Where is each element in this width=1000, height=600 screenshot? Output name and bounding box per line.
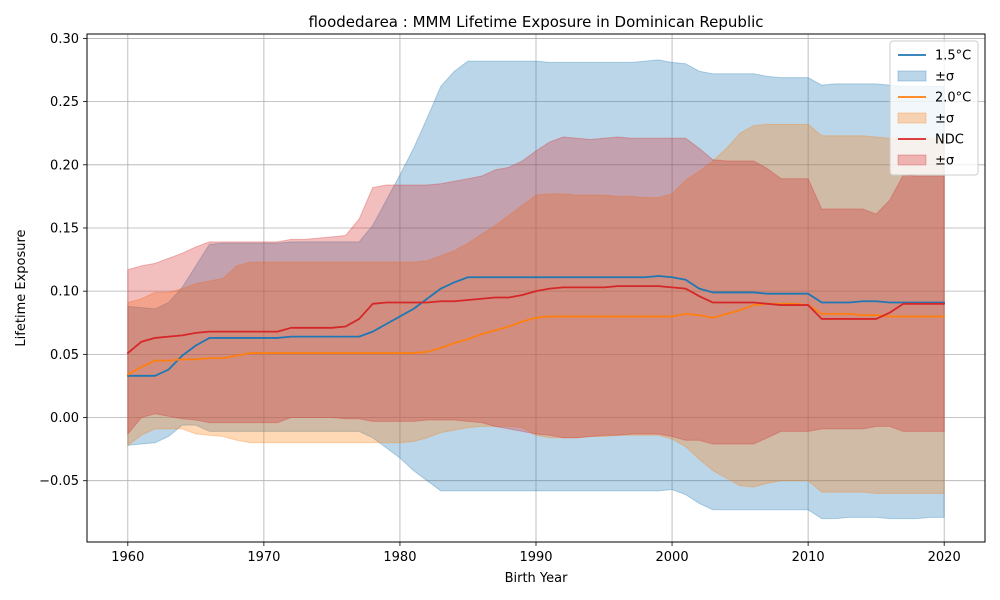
chart-title: floodedarea : MMM Lifetime Exposure in D… [308, 13, 763, 31]
y-tick-label: 0.30 [50, 32, 79, 47]
y-axis-label: Lifetime Exposure [14, 229, 29, 346]
legend-band-label: ±σ [935, 154, 954, 169]
line-series-2 [126, 285, 946, 354]
band-series-1 [127, 123, 945, 494]
y-tick-label: 0.15 [50, 221, 79, 236]
y-tick-label: 0.10 [50, 285, 79, 300]
x-tick-label: 1980 [383, 550, 416, 565]
y-tick-label: 0.05 [50, 348, 79, 363]
y-tick-label: 0.00 [50, 411, 79, 426]
line-layer [126, 275, 946, 377]
legend-box [889, 40, 979, 176]
tick-layer: 1960 1970 1980 1990 2000 2010 2020 −0.05 0.00 0.0… [39, 32, 961, 565]
x-tick-label: 1970 [247, 550, 280, 565]
line-series-0 [126, 275, 946, 377]
legend-band-swatch [897, 70, 927, 82]
y-tick-label: −0.05 [39, 474, 79, 489]
legend: 1.5°C ±σ 2.0°C ±σ NDC ±σ [889, 40, 979, 176]
y-tick-label: 0.25 [50, 95, 79, 110]
legend-label: 2.0°C [935, 91, 971, 106]
legend-label: 1.5°C [935, 49, 971, 64]
legend-band-label: ±σ [935, 70, 954, 85]
y-tick-label: 0.20 [50, 158, 79, 173]
legend-band-swatch [897, 154, 927, 166]
x-tick-label: 2000 [656, 550, 689, 565]
legend-label: NDC [935, 133, 964, 148]
legend-band-swatch [897, 112, 927, 124]
legend-band-label: ±σ [935, 112, 954, 127]
band-series-0 [127, 59, 945, 520]
x-axis-label: Birth Year [505, 571, 569, 586]
x-tick-label: 1960 [111, 550, 144, 565]
x-tick-label: 1990 [519, 550, 552, 565]
x-tick-label: 2010 [792, 550, 825, 565]
x-tick-label: 2020 [928, 550, 961, 565]
